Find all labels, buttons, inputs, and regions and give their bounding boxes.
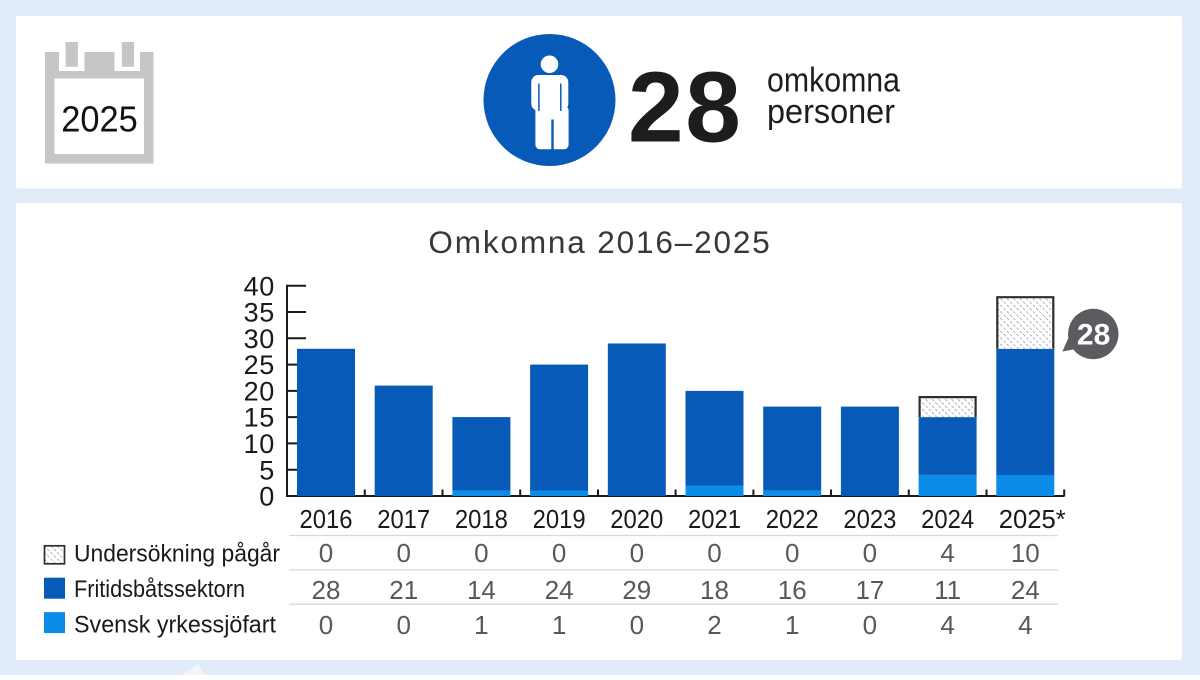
- svg-text:15: 15: [244, 403, 275, 433]
- svg-text:11: 11: [934, 575, 961, 605]
- svg-text:2: 2: [707, 610, 721, 640]
- svg-text:28: 28: [628, 52, 742, 164]
- svg-text:Fritidsbåtssektorn: Fritidsbåtssektorn: [74, 576, 245, 603]
- svg-text:28: 28: [1077, 319, 1110, 352]
- svg-text:2024: 2024: [921, 504, 974, 534]
- svg-text:28: 28: [312, 575, 341, 605]
- svg-text:2019: 2019: [533, 504, 586, 534]
- svg-text:0: 0: [552, 538, 566, 568]
- svg-text:0: 0: [319, 538, 333, 568]
- svg-text:18: 18: [700, 575, 729, 605]
- svg-text:0: 0: [707, 538, 721, 568]
- svg-text:4: 4: [940, 538, 954, 568]
- svg-text:2016: 2016: [300, 504, 353, 534]
- svg-text:10: 10: [244, 429, 275, 459]
- svg-text:5: 5: [259, 455, 275, 485]
- svg-text:0: 0: [863, 610, 877, 640]
- svg-text:29: 29: [622, 575, 651, 605]
- svg-text:0: 0: [396, 610, 410, 640]
- svg-text:2022: 2022: [766, 504, 819, 534]
- svg-text:2025: 2025: [61, 99, 138, 140]
- svg-text:0: 0: [863, 538, 877, 568]
- svg-text:30: 30: [244, 324, 275, 354]
- svg-text:24: 24: [1011, 575, 1040, 605]
- svg-text:16: 16: [778, 575, 807, 605]
- svg-text:0: 0: [785, 538, 799, 568]
- svg-text:2021: 2021: [688, 504, 741, 534]
- svg-text:0: 0: [319, 610, 333, 640]
- svg-text:21: 21: [389, 575, 418, 605]
- svg-text:10: 10: [1011, 538, 1040, 568]
- svg-text:0: 0: [630, 538, 644, 568]
- svg-text:35: 35: [244, 298, 275, 328]
- svg-text:1: 1: [785, 610, 799, 640]
- svg-text:40: 40: [244, 271, 275, 301]
- svg-text:2025*: 2025*: [999, 504, 1066, 534]
- svg-text:2020: 2020: [610, 504, 663, 534]
- svg-text:1: 1: [474, 610, 488, 640]
- svg-text:2017: 2017: [377, 504, 430, 534]
- svg-text:2023: 2023: [843, 504, 896, 534]
- svg-text:Undersökning pågår: Undersökning pågår: [74, 541, 280, 568]
- svg-text:2018: 2018: [455, 504, 508, 534]
- svg-text:0: 0: [474, 538, 488, 568]
- svg-text:0: 0: [396, 538, 410, 568]
- svg-text:20: 20: [244, 377, 275, 407]
- svg-text:25: 25: [244, 350, 275, 380]
- svg-text:1: 1: [552, 610, 566, 640]
- svg-text:4: 4: [1018, 610, 1032, 640]
- svg-text:Omkomna 2016–2025: Omkomna 2016–2025: [428, 224, 771, 260]
- svg-text:personer: personer: [767, 93, 895, 131]
- svg-text:0: 0: [630, 610, 644, 640]
- svg-text:omkomna: omkomna: [767, 61, 900, 99]
- svg-text:4: 4: [940, 610, 954, 640]
- svg-text:0: 0: [259, 482, 275, 512]
- svg-text:14: 14: [467, 575, 496, 605]
- svg-text:24: 24: [545, 575, 574, 605]
- svg-text:17: 17: [855, 575, 884, 605]
- svg-text:Svensk yrkessjöfart: Svensk yrkessjöfart: [74, 612, 276, 639]
